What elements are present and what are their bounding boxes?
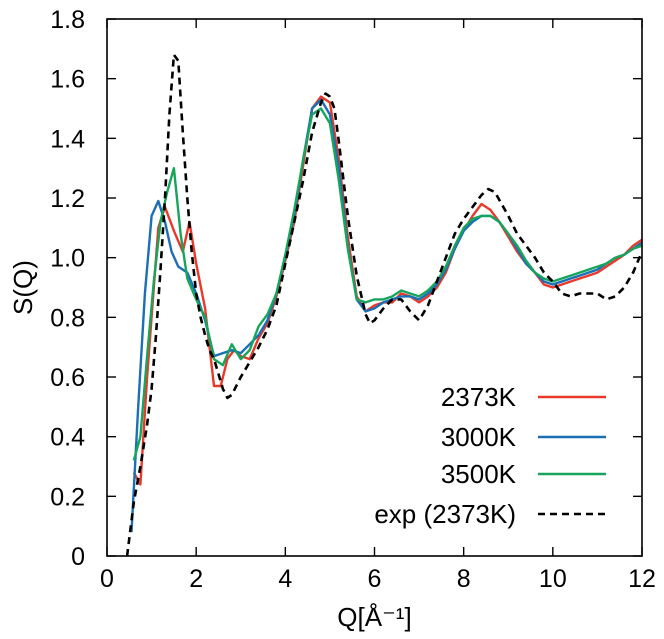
series-line-0 xyxy=(132,95,642,486)
x-tick-label: 10 xyxy=(539,565,567,593)
legend-label-1: 3000K xyxy=(441,422,517,452)
y-tick-label: 0.4 xyxy=(50,424,85,452)
x-tick-label: 4 xyxy=(278,565,292,593)
legend-label-0: 2373K xyxy=(441,382,517,412)
x-tick-label: 2 xyxy=(189,565,203,593)
series-line-2 xyxy=(132,107,642,461)
x-axis-label: Q[Å⁻¹] xyxy=(337,602,411,632)
x-tick-label: 12 xyxy=(628,565,656,593)
y-tick-label: 1.0 xyxy=(50,245,85,273)
legend-label-3: exp (2373K) xyxy=(374,499,516,529)
y-tick-label: 0 xyxy=(71,543,85,571)
x-tick-label: 0 xyxy=(100,565,114,593)
axis-ticks: 0 2 4 6 8 10 12 0 0.2 0.4 0.6 0.8 1.0 1.2 1.4 1.6 1.8 xyxy=(50,6,656,593)
plot-curves xyxy=(125,53,642,556)
legend-label-2: 3500K xyxy=(441,459,517,489)
legend: 2373K 3000K 3500K exp (2373K) xyxy=(374,382,606,529)
series-line-1 xyxy=(130,98,642,533)
y-tick-label: 1.4 xyxy=(50,125,85,153)
y-tick-label: 0.8 xyxy=(50,304,85,332)
plot-frame xyxy=(106,18,643,557)
y-tick-label: 1.2 xyxy=(50,185,85,213)
x-tick-label: 8 xyxy=(457,565,471,593)
y-tick-label: 0.6 xyxy=(50,364,85,392)
x-tick-label: 6 xyxy=(368,565,382,593)
series-line-3 xyxy=(125,53,642,556)
y-tick-label: 1.8 xyxy=(50,6,85,34)
y-tick-label: 0.2 xyxy=(50,483,85,511)
y-axis-label: S(Q) xyxy=(8,260,38,315)
y-tick-label: 1.6 xyxy=(50,66,85,94)
